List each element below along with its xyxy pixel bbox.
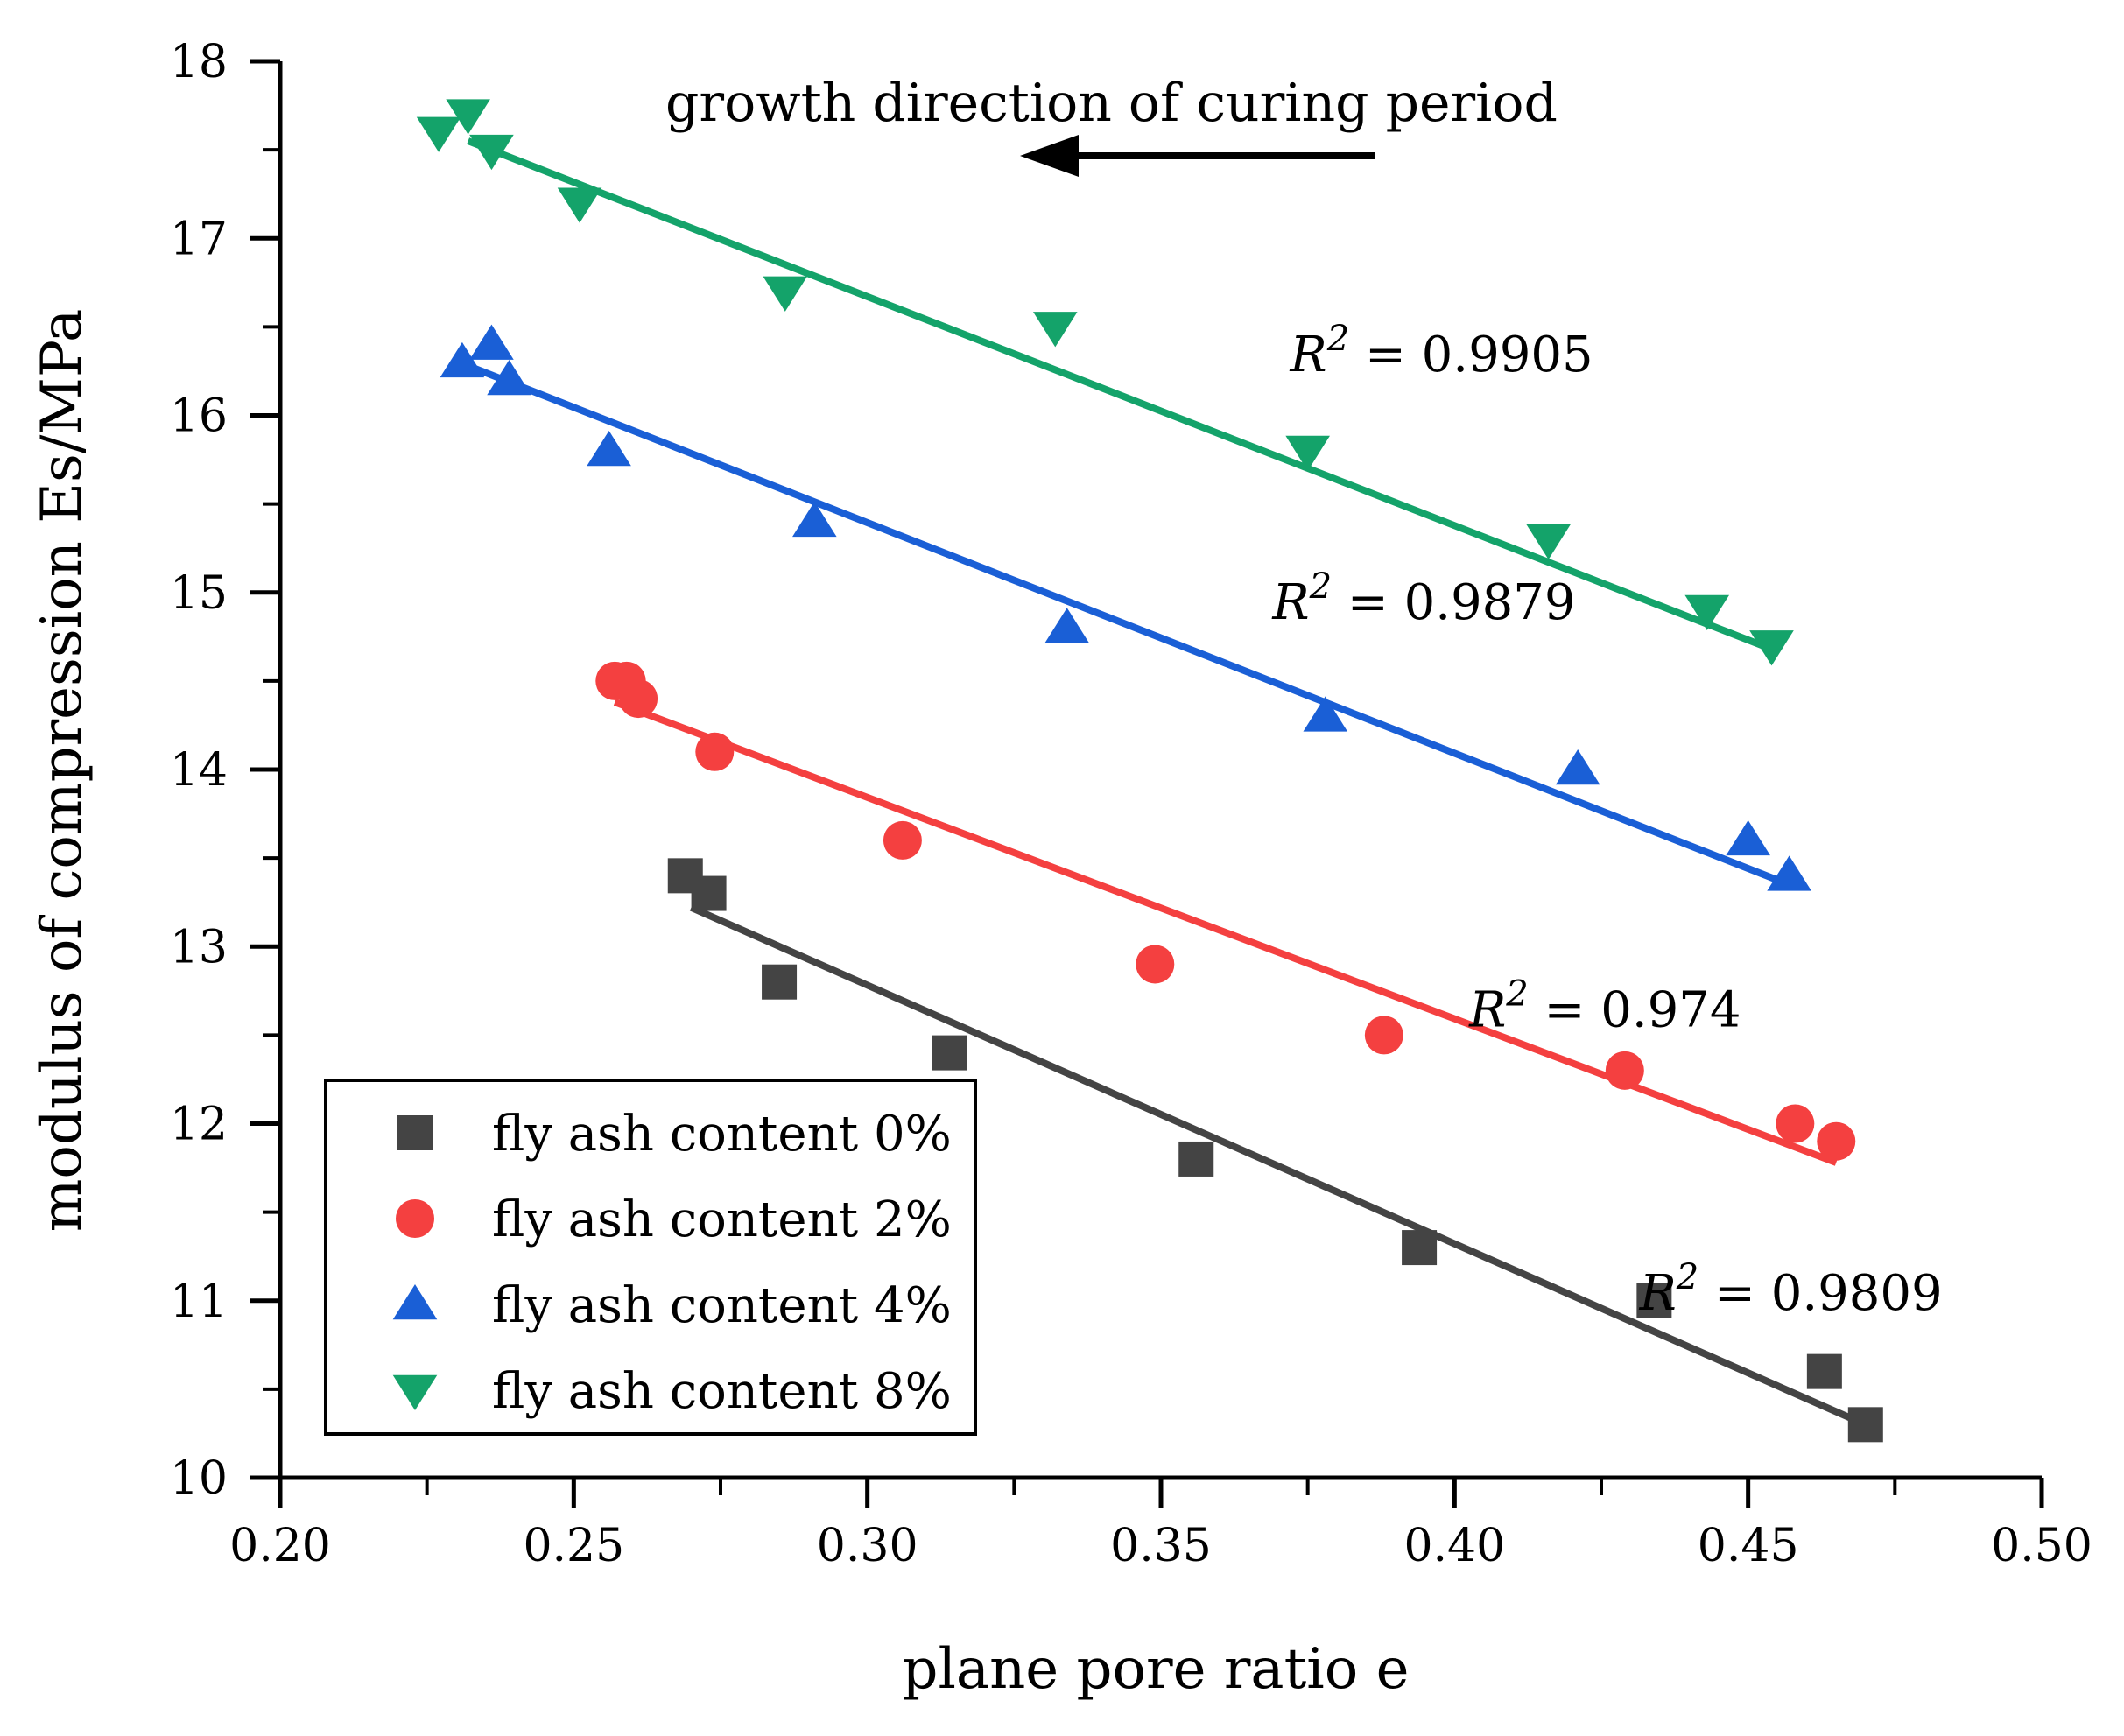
- data-point-series-3: [1749, 630, 1794, 666]
- data-point-series-0: [932, 1035, 967, 1071]
- y-axis-title: modulus of compression Es/MPa: [30, 309, 95, 1233]
- legend-label-series-1: fly ash content 2%: [492, 1191, 952, 1248]
- y-tick-label: 15: [170, 567, 228, 620]
- y-tick-label: 10: [170, 1452, 228, 1505]
- data-point-series-1: [1605, 1051, 1644, 1090]
- y-tick-label: 14: [170, 744, 228, 797]
- data-point-series-3: [469, 134, 514, 171]
- data-point-series-1: [1776, 1104, 1815, 1143]
- data-point-series-3: [763, 276, 808, 312]
- data-point-series-3: [416, 116, 461, 152]
- x-axis-title: plane pore ratio e: [902, 1637, 1409, 1702]
- y-tick-label: 11: [170, 1276, 228, 1328]
- x-tick-label: 0.35: [1110, 1520, 1212, 1572]
- data-point-series-2: [1767, 855, 1811, 891]
- y-tick-label: 13: [170, 921, 228, 973]
- r2-labels: R2 = 0.9809 R2 = 0.974 R2 = 0.9879 R2 = 0.9…: [1271, 319, 1942, 1322]
- data-point-series-0: [691, 875, 727, 911]
- data-point-series-1: [1364, 1016, 1403, 1055]
- r2-label-series-3: R2 = 0.9905: [1290, 319, 1593, 383]
- data-point-series-3: [1526, 524, 1571, 560]
- r2-label-series-0: R2 = 0.9809: [1639, 1257, 1943, 1322]
- data-point-series-2: [1303, 696, 1348, 732]
- arrow-left-icon: [1020, 135, 1375, 177]
- legend-label-series-2: fly ash content 4%: [492, 1277, 952, 1334]
- data-point-series-3: [1684, 594, 1730, 630]
- axes: 0.20 0.25 0.30 0.35 0.40 0.45 0.50 10 11 12 13 14 15…: [170, 36, 2092, 1572]
- data-point-series-2: [1555, 749, 1600, 785]
- legend-marker-series-2: [392, 1284, 438, 1320]
- y-tick-label: 18: [170, 36, 228, 88]
- data-point-series-0: [762, 964, 798, 1000]
- data-point-series-2: [440, 341, 485, 378]
- y-tick-label: 17: [170, 213, 228, 265]
- legend: fly ash content 0% fly ash content 2% fly …: [324, 1079, 977, 1436]
- fit-line-series-0: [689, 904, 1867, 1428]
- fit-line-series-2: [467, 362, 1791, 889]
- data-point-series-1: [1817, 1121, 1856, 1161]
- x-tick-label: 0.40: [1403, 1520, 1505, 1572]
- data-point-series-3: [446, 99, 490, 135]
- x-tick-label: 0.25: [523, 1520, 624, 1572]
- data-point-series-0: [1402, 1230, 1438, 1266]
- data-point-series-2: [1726, 819, 1770, 856]
- legend-marker-series-0: [397, 1115, 433, 1150]
- y-tick-label: 12: [170, 1099, 228, 1151]
- r2-label-series-2: R2 = 0.9879: [1271, 566, 1575, 631]
- x-tick-label: 0.20: [229, 1520, 331, 1572]
- x-tick-label: 0.45: [1698, 1520, 1799, 1572]
- x-tick-label: 0.30: [817, 1520, 918, 1572]
- data-markers: [416, 99, 1883, 1443]
- legend-label-series-0: fly ash content 0%: [492, 1106, 952, 1163]
- x-tick-label: 0.50: [1991, 1520, 2092, 1572]
- data-point-series-3: [1285, 435, 1330, 471]
- data-point-series-2: [487, 360, 531, 396]
- data-point-series-0: [1178, 1141, 1214, 1177]
- data-point-series-3: [557, 187, 602, 223]
- data-point-series-2: [1044, 608, 1089, 643]
- fit-line-series-3: [467, 137, 1773, 653]
- data-point-series-2: [469, 324, 514, 360]
- data-point-series-1: [883, 820, 922, 860]
- data-point-series-0: [1636, 1283, 1672, 1318]
- legend-label-series-3: fly ash content 8%: [492, 1363, 952, 1420]
- data-point-series-3: [1032, 312, 1078, 348]
- r2-label-series-1: R2 = 0.974: [1468, 973, 1741, 1038]
- legend-marker-series-1: [396, 1199, 434, 1238]
- data-point-series-1: [1136, 945, 1175, 984]
- curing-direction-label: growth direction of curing period: [665, 73, 1558, 134]
- y-tick-label: 16: [170, 390, 228, 443]
- legend-box: [324, 1079, 977, 1436]
- data-point-series-2: [792, 501, 837, 538]
- data-point-series-0: [1806, 1353, 1842, 1389]
- data-point-series-1: [695, 732, 735, 771]
- data-point-series-0: [1847, 1407, 1883, 1443]
- data-point-series-1: [619, 679, 658, 719]
- data-point-series-2: [587, 430, 631, 467]
- legend-marker-series-3: [392, 1374, 438, 1410]
